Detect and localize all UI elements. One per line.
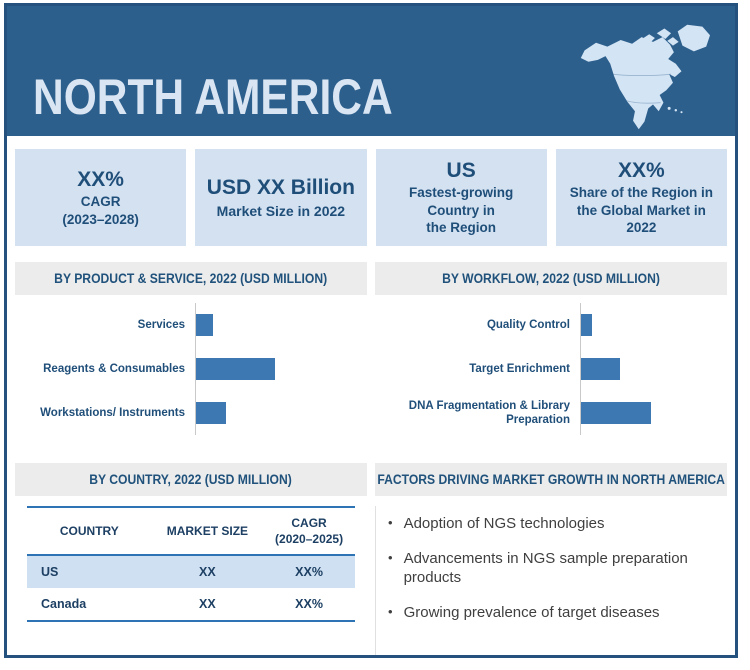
- chart-row: Workstations/ Instruments: [15, 391, 367, 435]
- bar-label-dna-fragmentation: DNA Fragmentation & Library Preparation: [408, 399, 570, 426]
- cell-market-size: XX: [199, 565, 216, 579]
- country-table-wrap: COUNTRY MARKET SIZE CAGR (2020–2025) US …: [27, 506, 355, 622]
- bar-reagents-consumables: [196, 358, 275, 380]
- cell-cagr: XX%: [295, 565, 323, 579]
- factor-text: Growing prevalence of target diseases: [403, 603, 660, 621]
- chart-row: Reagents & Consumables: [15, 347, 367, 391]
- product-service-column: BY PRODUCT & SERVICE, 2022 (USD MILLION)…: [15, 246, 367, 447]
- product-service-header: BY PRODUCT & SERVICE, 2022 (USD MILLION): [15, 262, 367, 295]
- stat-region-share: XX% Share of the Region in the Global Ma…: [555, 149, 727, 246]
- stat-market-size-value: USD XX Billion: [206, 176, 355, 200]
- stat-fastest-country: US Fastest-growing Country in the Region: [375, 149, 547, 246]
- bar-track: [195, 303, 367, 347]
- chart-row: Services: [15, 303, 367, 347]
- country-column: BY COUNTRY, 2022 (USD MILLION) COUNTRY M…: [15, 447, 367, 655]
- bullet-icon: •: [388, 515, 393, 530]
- chart-row: Quality Control: [375, 303, 727, 347]
- chart-row: DNA Fragmentation & Library Preparation: [375, 391, 727, 435]
- list-item: • Growing prevalence of target diseases: [388, 603, 723, 623]
- page-title: NORTH AMERICA: [33, 69, 393, 125]
- bar-dna-fragmentation: [581, 402, 652, 424]
- factor-text: Advancements in NGS sample preparation p…: [403, 549, 688, 587]
- country-header: BY COUNTRY, 2022 (USD MILLION): [15, 463, 367, 496]
- bar-track: [195, 391, 367, 435]
- stat-fastest-country-value: US: [446, 159, 476, 183]
- table-row-canada: Canada XX XX%: [27, 588, 355, 621]
- stat-region-share-label: Share of the Region in the Global Market…: [569, 185, 713, 236]
- stat-cagr: XX% CAGR (2023–2028): [15, 149, 187, 246]
- bar-label-services: Services: [137, 318, 185, 331]
- cell-cagr: XX%: [295, 597, 323, 611]
- bar-track: [580, 347, 727, 391]
- stat-market-size: USD XX Billion Market Size in 2022: [195, 149, 367, 246]
- workflow-chart: Quality Control Target Enrichment DNA Fr…: [375, 295, 727, 447]
- stats-row: XX% CAGR (2023–2028) USD XX Billion Mark…: [15, 149, 727, 246]
- bar-track: [195, 347, 367, 391]
- cell-country: Canada: [41, 597, 87, 611]
- workflow-column: BY WORKFLOW, 2022 (USD MILLION) Quality …: [375, 246, 727, 447]
- bar-track: [580, 303, 727, 347]
- factors-column: FACTORS DRIVING MARKET GROWTH IN NORTH A…: [375, 447, 727, 655]
- bar-label-workstations-instruments: Workstations/ Instruments: [40, 406, 185, 419]
- region-banner: NORTH AMERICA: [7, 6, 735, 136]
- product-service-chart: Services Reagents & Consumables Workstat…: [15, 295, 367, 447]
- stat-region-share-value: XX%: [618, 159, 665, 183]
- bar-label-reagents-consumables: Reagents & Consumables: [43, 362, 185, 375]
- stat-market-size-label: Market Size in 2022: [216, 202, 346, 219]
- bullet-icon: •: [388, 603, 393, 619]
- bullet-icon: •: [388, 549, 393, 565]
- bar-target-enrichment: [581, 358, 620, 380]
- list-item: • Advancements in NGS sample preparation…: [388, 549, 723, 588]
- table-header-row: COUNTRY MARKET SIZE CAGR (2020–2025): [27, 507, 355, 555]
- bar-quality-control: [581, 314, 592, 336]
- list-item: • Adoption of NGS technologies: [388, 514, 723, 534]
- bar-track: [580, 391, 727, 435]
- infographic-frame: NORTH AMERICA: [4, 3, 738, 658]
- bar-workstations-instruments: [196, 402, 226, 424]
- factors-list: • Adoption of NGS technologies • Advance…: [388, 514, 723, 622]
- stat-fastest-country-label: Fastest-growing Country in the Region: [408, 185, 514, 236]
- bottom-section: BY COUNTRY, 2022 (USD MILLION) COUNTRY M…: [15, 447, 727, 655]
- col-header-country: COUNTRY: [59, 523, 119, 538]
- factor-text: Adoption of NGS technologies: [403, 515, 605, 532]
- bar-label-quality-control: Quality Control: [486, 318, 570, 331]
- col-header-cagr: CAGR (2020–2025): [275, 515, 344, 546]
- col-header-market-size: MARKET SIZE: [166, 523, 249, 538]
- charts-section: BY PRODUCT & SERVICE, 2022 (USD MILLION)…: [15, 246, 727, 447]
- cell-country: US: [41, 565, 59, 579]
- country-table: COUNTRY MARKET SIZE CAGR (2020–2025) US …: [27, 506, 355, 622]
- chart-row: Target Enrichment: [375, 347, 727, 391]
- stat-cagr-value: XX%: [77, 167, 124, 191]
- table-row-us: US XX XX%: [27, 555, 355, 588]
- stat-market-size-text: USD XX Billion Market Size in 2022: [203, 175, 358, 219]
- bar-services: [196, 314, 214, 336]
- cell-market-size: XX: [199, 597, 216, 611]
- factors-header: FACTORS DRIVING MARKET GROWTH IN NORTH A…: [375, 463, 727, 496]
- bar-label-target-enrichment: Target Enrichment: [469, 362, 570, 375]
- factors-panel: • Adoption of NGS technologies • Advance…: [375, 506, 727, 655]
- workflow-header: BY WORKFLOW, 2022 (USD MILLION): [375, 262, 727, 295]
- north-america-map-icon: [580, 24, 710, 130]
- stat-cagr-label: CAGR (2023–2028): [62, 194, 139, 227]
